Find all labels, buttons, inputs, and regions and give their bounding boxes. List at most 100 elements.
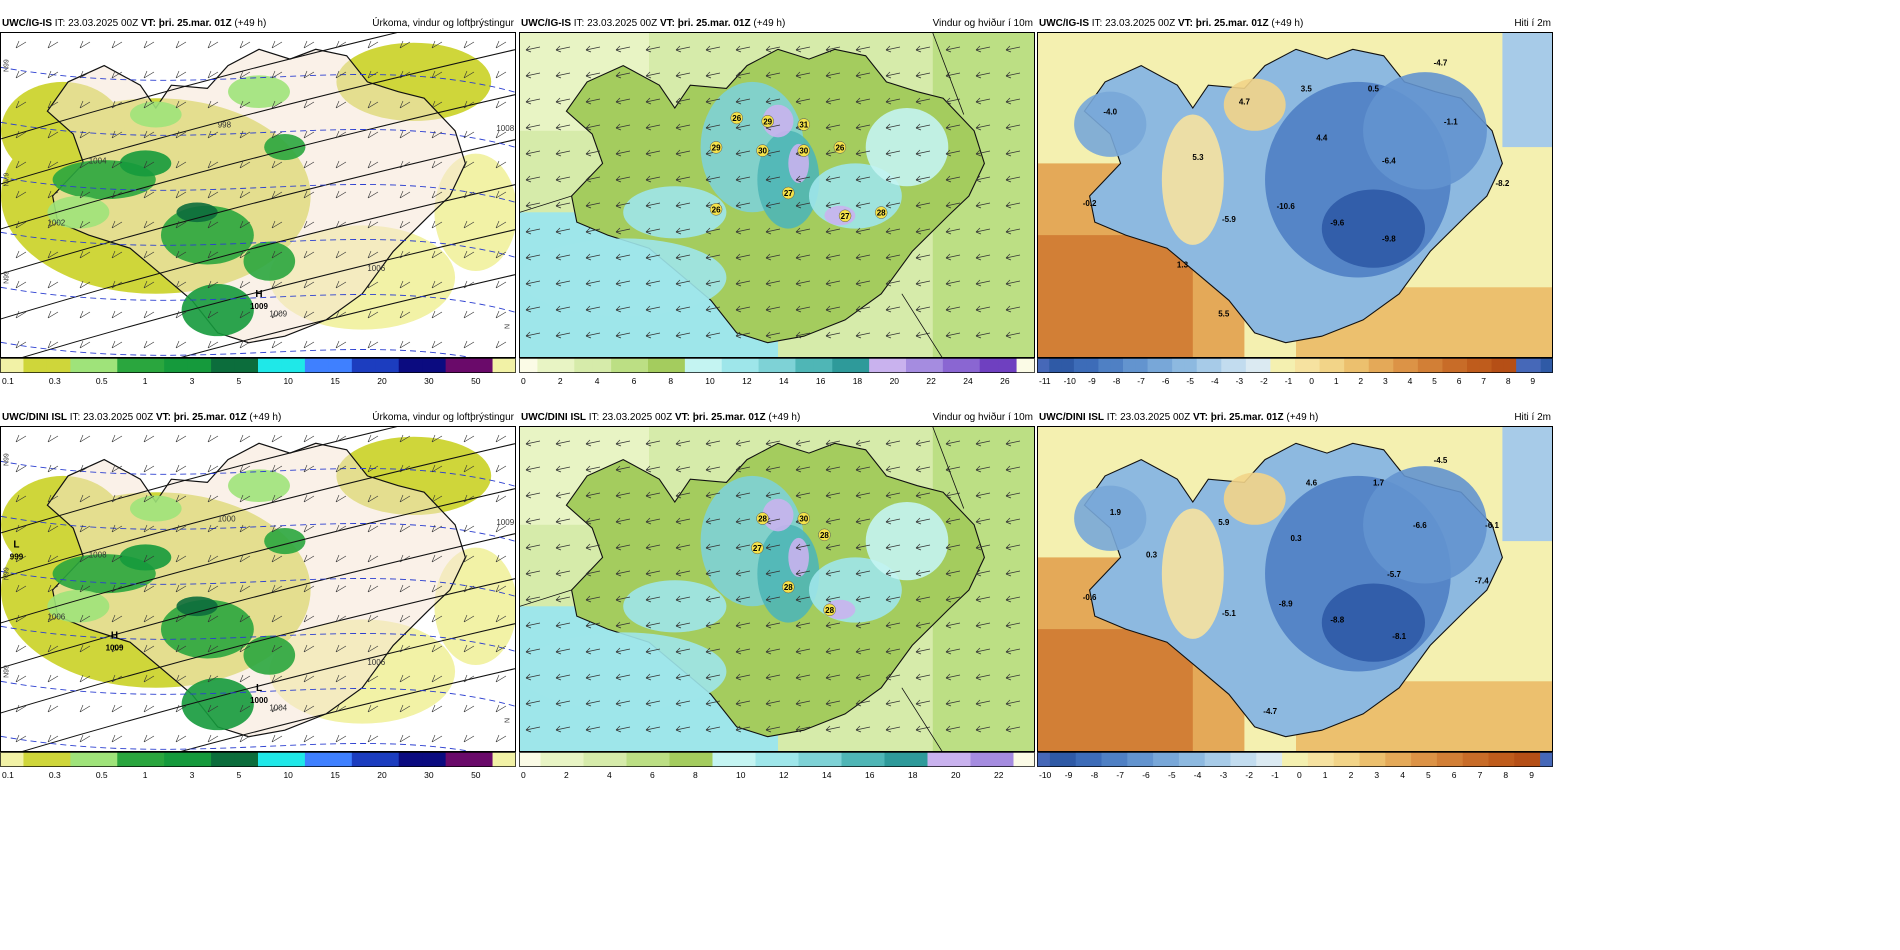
isobar [22, 229, 515, 357]
temp-point-label: -8.9 [1279, 599, 1293, 608]
wind-arrow [615, 491, 631, 499]
colorbar-tick-label: 8 [1503, 770, 1508, 780]
panel-title: Hiti í 2m [1514, 412, 1551, 423]
wind-arrow [525, 517, 541, 525]
wind-barb [111, 220, 123, 229]
colorbar-swatch [1331, 358, 1345, 373]
wind-arrow [615, 595, 631, 603]
colorbar-swatch [328, 752, 353, 767]
gust-max-marker [797, 512, 811, 525]
wind-arrow [585, 175, 601, 183]
wind-barb [111, 524, 123, 533]
wind-arrow [675, 201, 691, 209]
colorbar-frame [0, 752, 516, 767]
colorbar-frame [519, 752, 1035, 767]
temp-point-label: 0.3 [1146, 550, 1158, 559]
wind-barb [207, 434, 219, 443]
wind-barb [431, 494, 443, 503]
wind-arrow [825, 439, 841, 447]
wind-barb [111, 340, 123, 349]
colorbar-swatch [258, 358, 282, 373]
temp-point-label: 4.7 [1239, 98, 1251, 107]
wind-barb [143, 524, 155, 533]
colorbar-swatch [492, 752, 516, 767]
wind-arrow [705, 279, 721, 287]
colorbar-swatch [992, 752, 1014, 767]
colorbar-tick-label: 1 [143, 376, 148, 386]
model-name: UWC/IG-IS [2, 18, 52, 29]
colorbar-tick-label: 0.1 [2, 376, 14, 386]
wind-area [762, 498, 794, 532]
colorbar-swatch [562, 752, 584, 767]
wind-barb [463, 280, 475, 289]
wind-arrow [585, 149, 601, 157]
colorbar-tick-label: -6 [1142, 770, 1150, 780]
wind-barb [15, 100, 27, 109]
wind-arrow [915, 491, 931, 499]
gust-max-marker [823, 603, 836, 617]
wind-arrow [915, 45, 931, 53]
wind-arrow [855, 279, 871, 287]
wind-arrow [555, 123, 571, 131]
wind-arrow [795, 569, 811, 577]
wind-arrow [795, 45, 811, 53]
edge-label: N [504, 324, 511, 329]
wind-area [865, 107, 949, 187]
gust-max-label: 29 [763, 117, 772, 126]
wind-barb [335, 100, 347, 109]
wind-arrow [825, 491, 841, 499]
wind-barb [367, 494, 379, 503]
wind-arrow [915, 149, 931, 157]
wind-barb [431, 434, 443, 443]
wind-arrow [735, 439, 751, 447]
wind-barb [111, 70, 123, 79]
colorbar-swatch [1016, 358, 1035, 373]
lead-time: (+49 h) [1286, 412, 1319, 423]
wind-arrow [705, 331, 721, 339]
wind-arrow [765, 71, 781, 79]
colorbar-swatch [70, 752, 95, 767]
wind-arrow [735, 491, 751, 499]
wind-arrow [1005, 201, 1021, 209]
wind-arrow [615, 201, 631, 209]
colorbar-swatch [0, 358, 24, 373]
wind-barb [463, 160, 475, 169]
wind-arrow [765, 725, 781, 733]
isobar [1, 533, 515, 669]
wind-arrow [705, 227, 721, 235]
temp-point-label: -6.4 [1382, 156, 1396, 165]
wind-arrow [975, 465, 991, 473]
wind-barb [47, 644, 59, 653]
colorbar-swatch [1282, 358, 1296, 373]
wind-barb [399, 554, 411, 563]
wind-barb [495, 190, 507, 199]
wind-barb [207, 310, 219, 319]
wind-barb [207, 614, 219, 623]
wind-barb [15, 614, 27, 623]
colorbar-swatch [375, 752, 400, 767]
wind-area [623, 580, 727, 633]
wind-arrow [555, 465, 571, 473]
wind-barb [271, 704, 283, 713]
isobar-label: 1008 [496, 124, 514, 133]
wind-arrow [585, 331, 601, 339]
wind-barb [303, 434, 315, 443]
wind-arrow [885, 543, 901, 551]
colorbar-swatch [234, 358, 259, 373]
wind-barb [79, 614, 91, 623]
wind-barb [335, 614, 347, 623]
gust-max-label: 28 [825, 606, 834, 615]
wind-arrow [885, 621, 901, 629]
wind-barb [175, 250, 187, 259]
isobar [1, 427, 398, 534]
wind-arrow [915, 227, 931, 235]
colorbar-tick-label: 30 [424, 376, 434, 386]
precip-area [228, 75, 290, 108]
wind-barb [239, 734, 251, 743]
wind-barb [399, 40, 411, 49]
colorbar-swatch [1488, 752, 1502, 767]
precip-area [176, 202, 218, 223]
wind-barb [399, 584, 411, 593]
wind-barb [15, 464, 27, 473]
colorbar-swatch [795, 358, 815, 373]
